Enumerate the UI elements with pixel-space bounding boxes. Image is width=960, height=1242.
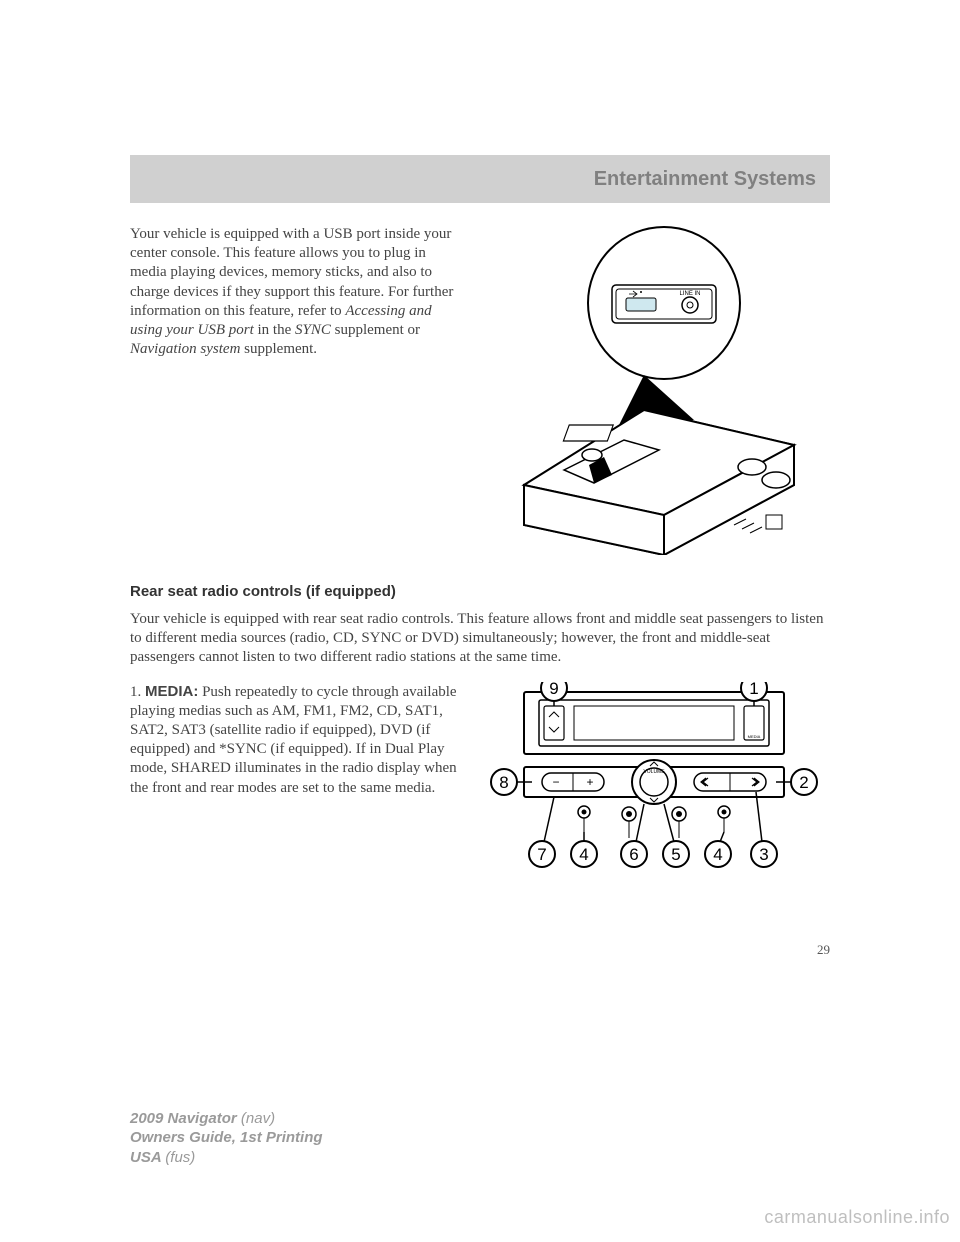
usb-text-i3: Navigation system [130,341,240,357]
svg-text:MEDIA: MEDIA [748,734,761,739]
watermark-text: carmanualsonline.info [764,1207,950,1228]
footer-code1: (nav) [241,1110,275,1127]
usb-text-d: supplement. [240,341,317,357]
footer-block: 2009 Navigator (nav) Owners Guide, 1st P… [130,1109,323,1168]
rear-radio-diagram-icon: MEDIA − + VOLUME [484,682,824,882]
usb-figure: LINE IN [478,225,830,555]
media-item-1: 1. MEDIA: Push repeatedly to cycle throu… [130,682,460,882]
rear-controls-figure: MEDIA − + VOLUME [478,682,830,882]
usb-text-b: in the [254,322,295,338]
usb-paragraph: Your vehicle is equipped with a USB port… [130,225,460,555]
media-section: 1. MEDIA: Push repeatedly to cycle throu… [130,682,830,882]
svg-text:1: 1 [749,682,758,698]
usb-section: Your vehicle is equipped with a USB port… [130,225,830,555]
section-header-band: Entertainment Systems [130,155,830,203]
footer-line-1: 2009 Navigator (nav) [130,1109,323,1129]
svg-text:6: 6 [629,845,638,864]
page-content: Entertainment Systems Your vehicle is eq… [130,155,830,958]
svg-text:2: 2 [799,773,808,792]
plus-label: + [586,775,593,789]
footer-code2: (fus) [165,1149,195,1166]
svg-text:VOLUME: VOLUME [643,769,665,775]
svg-text:7: 7 [537,845,546,864]
svg-text:9: 9 [549,682,558,698]
svg-text:5: 5 [671,845,680,864]
footer-model: 2009 Navigator [130,1110,241,1127]
svg-text:4: 4 [713,845,722,864]
page-number: 29 [130,942,830,958]
media-item-text: Push repeatedly to cycle through availab… [130,684,457,796]
footer-line-3: USA (fus) [130,1148,323,1168]
media-item-number: 1. [130,684,145,700]
media-item-label: MEDIA: [145,683,198,700]
usb-text-c: supplement or [331,322,420,338]
svg-text:4: 4 [579,845,588,864]
footer-region: USA [130,1149,165,1166]
line-in-label: LINE IN [679,291,700,297]
minus-label: − [552,775,559,789]
usb-text-i2: SYNC [295,322,331,338]
svg-text:3: 3 [759,845,768,864]
section-header-title: Entertainment Systems [594,168,816,191]
footer-line-2: Owners Guide, 1st Printing [130,1128,323,1148]
rear-controls-heading: Rear seat radio controls (if equipped) [130,583,830,600]
svg-text:8: 8 [499,773,508,792]
usb-port-diagram-icon: LINE IN [494,225,814,555]
rear-controls-paragraph: Your vehicle is equipped with rear seat … [130,610,830,668]
